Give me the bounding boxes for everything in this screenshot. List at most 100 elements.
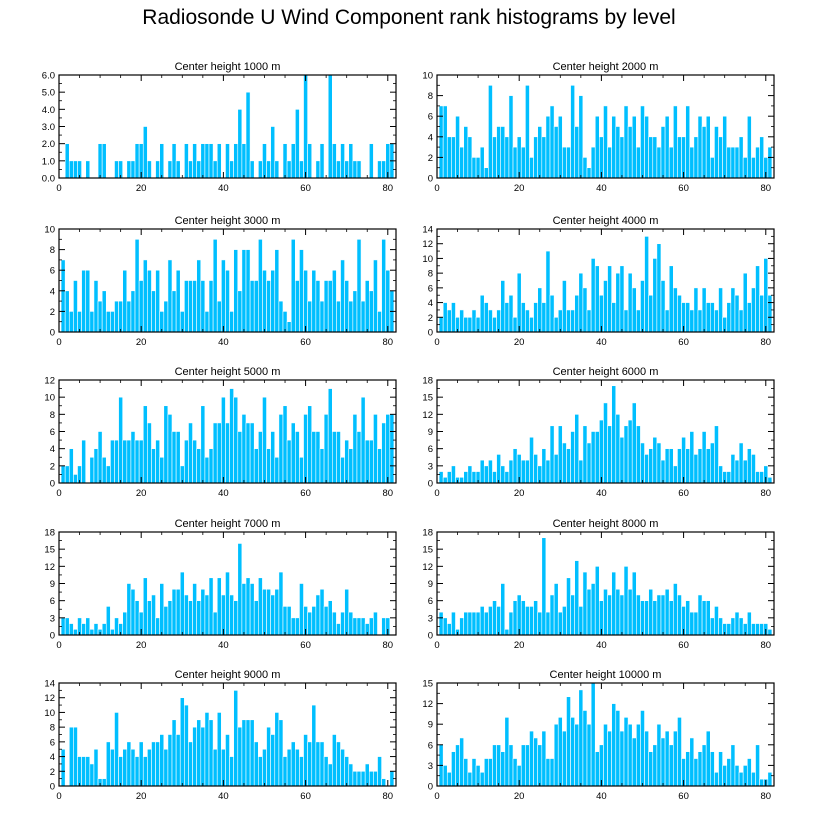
histogram-bar [134,756,140,787]
histogram-bar [446,136,452,179]
histogram-bar [258,431,263,484]
histogram-bar [438,105,444,179]
histogram-bar [442,765,448,787]
histogram-bar [627,126,633,179]
x-tick-label: 20 [514,791,525,802]
histogram-bar [73,160,78,179]
histogram-bar [274,160,280,179]
histogram-bar [138,280,144,333]
histogram-bar [636,146,641,179]
x-tick-label: 80 [760,488,771,499]
histogram-bar [656,594,662,636]
histogram-bar [311,431,317,484]
histogram-bar [500,583,506,636]
histogram-bar [262,396,267,484]
histogram-bar [570,717,575,787]
histogram-bar [175,431,181,484]
histogram-bar [101,456,107,484]
y-tick-label: 15 [422,393,433,404]
histogram-bar [323,414,329,484]
histogram-bar [730,744,736,787]
histogram-bar [290,143,296,179]
histogram-bar [553,126,559,179]
histogram-bar [126,741,132,787]
histogram-bar [529,436,534,484]
histogram-bar [299,160,304,179]
histogram-bar [60,748,66,787]
histogram-bar [147,269,152,333]
histogram-bar [126,439,132,484]
histogram-bar [134,439,140,484]
histogram-bar [492,471,497,484]
histogram-bar [471,758,477,787]
x-tick-label: 80 [760,337,771,348]
histogram-bar [319,448,325,484]
histogram-bar [516,594,522,636]
histogram-bar [155,439,160,484]
histogram-bar [295,748,300,787]
histogram-bar [348,763,354,787]
histogram-bar [599,136,604,179]
x-tick-label: 20 [514,488,525,499]
histogram-bar [81,439,87,484]
histogram-bar [348,448,354,484]
histogram-bar [611,385,617,484]
histogram-bar [216,143,222,179]
histogram-bar [668,146,674,179]
histogram-bar [664,115,670,179]
histogram-bar [516,272,522,333]
histogram-bar [562,606,567,636]
histogram-bar [627,588,633,636]
histogram-bar [689,611,695,636]
histogram-bar [451,136,456,179]
histogram-bar [533,600,538,636]
x-tick-label: 60 [678,337,689,348]
x-tick-label: 0 [434,488,439,499]
histogram-bar [705,448,711,484]
histogram-bar [377,448,382,484]
histogram-bar [471,611,477,636]
histogram-bar [467,771,473,787]
histogram-bar [755,265,760,333]
histogram-bar [155,741,160,787]
histogram-bar [262,269,267,333]
y-tick-label: 12 [422,239,433,250]
histogram-bar [327,74,333,179]
histogram-bar [751,454,756,484]
histogram-bar [549,594,555,636]
histogram-bar [660,280,666,333]
histogram-bar [475,765,481,787]
histogram-bar [644,600,649,636]
histogram-bar [644,115,649,179]
histogram-bar [615,414,621,484]
histogram-bar [344,280,350,333]
histogram-bar [311,269,317,333]
histogram-bar [496,454,502,484]
histogram-bar [348,143,354,179]
x-tick-label: 40 [218,791,229,802]
histogram-bar [479,459,485,484]
histogram-bar [241,414,247,484]
histogram-bar [68,448,74,484]
histogram-bar [541,730,547,787]
y-tick-label: 0 [50,328,55,339]
histogram-bar [64,290,70,333]
histogram-bar [258,160,263,179]
histogram-bar [718,751,723,787]
histogram-bar [759,294,765,333]
histogram-bar [492,600,497,636]
chart-panel: Center height 8000 m 0 20 40 60 80 0 3 6 9 12 15 18 [422,518,775,651]
histogram-bar [105,465,111,484]
histogram-bar [673,105,678,179]
histogram-bar [611,703,617,787]
histogram-bar [668,600,674,636]
histogram-bar [60,259,66,333]
histogram-bar [307,300,313,333]
histogram-bar [603,402,608,484]
histogram-bar [159,583,165,636]
histogram-bar [574,414,580,484]
histogram-bar [299,456,304,484]
histogram-bar [652,258,658,333]
x-tick-label: 20 [136,337,147,348]
histogram-bar [360,300,366,333]
